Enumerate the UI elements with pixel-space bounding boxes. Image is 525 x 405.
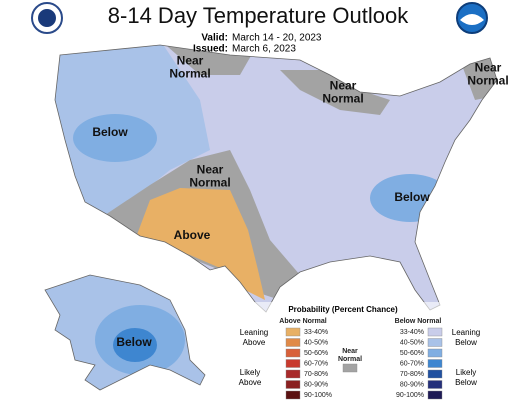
valid-dates: March 14 - 20, 2023 xyxy=(232,33,322,44)
legend-group: Leaning xyxy=(240,328,268,337)
map-label: Near xyxy=(197,163,224,177)
map-label: Normal xyxy=(467,74,508,88)
legend-above-header: Above Normal xyxy=(279,318,327,325)
map-label: Below xyxy=(116,335,152,349)
legend-swatch xyxy=(285,380,301,389)
alaska-outline xyxy=(44,274,206,391)
legend-swatch xyxy=(285,338,301,347)
legend-swatch xyxy=(285,359,301,368)
legend-range: 90-100% xyxy=(396,392,424,399)
map-label: Near xyxy=(177,54,204,68)
legend-group: Above xyxy=(243,338,266,347)
map-label: Above xyxy=(174,228,211,242)
legend-swatch xyxy=(427,327,443,337)
legend-swatch xyxy=(285,390,301,400)
legend-range: 50-60% xyxy=(304,350,328,357)
map-label: Normal xyxy=(322,92,363,106)
legend-near-header: Near xyxy=(342,348,358,355)
legend-near-header: Normal xyxy=(338,356,362,363)
legend-range: 70-80% xyxy=(400,371,424,378)
map-label: Normal xyxy=(189,176,230,190)
legend-swatch xyxy=(285,327,301,337)
map-label: Normal xyxy=(169,67,210,81)
alaska xyxy=(45,275,205,390)
legend-range: 40-50% xyxy=(304,339,328,346)
noaa-logo-bird xyxy=(460,14,484,25)
legend-near-swatch xyxy=(342,363,358,373)
legend-range: 50-60% xyxy=(400,350,424,357)
legend-swatch xyxy=(427,348,443,358)
legend-box xyxy=(240,302,465,402)
valid-label: Valid: xyxy=(201,33,228,44)
commerce-logo-inner xyxy=(38,9,56,27)
issued-date: March 6, 2023 xyxy=(232,44,296,55)
legend-swatch xyxy=(285,348,301,358)
legend-group: Below xyxy=(455,338,477,347)
legend-below-header: Below Normal xyxy=(395,318,442,325)
map-label: Near xyxy=(330,79,357,93)
issued-label: Issued: xyxy=(193,44,228,55)
legend-range: 80-90% xyxy=(400,381,424,388)
legend-swatch xyxy=(427,380,443,389)
legend-swatch xyxy=(427,338,443,347)
legend-range: 90-100% xyxy=(304,392,332,399)
map-label: Below xyxy=(92,125,128,139)
legend-range: 60-70% xyxy=(400,360,424,367)
legend-range: 70-80% xyxy=(304,371,328,378)
legend-group: Below xyxy=(455,378,477,387)
legend-range: 33-40% xyxy=(400,329,424,336)
legend-group: Above xyxy=(239,378,262,387)
legend-swatch xyxy=(427,369,443,379)
legend-range: 60-70% xyxy=(304,360,328,367)
legend-range: 33-40% xyxy=(304,329,328,336)
map-label: Below xyxy=(394,190,430,204)
legend-range: 40-50% xyxy=(400,339,424,346)
legend-title: Probability (Percent Chance) xyxy=(288,305,398,314)
legend-group: Likely xyxy=(240,368,260,377)
legend-group: Likely xyxy=(456,368,476,377)
legend-range: 80-90% xyxy=(304,381,328,388)
legend-group: Leaning xyxy=(452,328,480,337)
legend-swatch xyxy=(285,369,301,379)
title: 8-14 Day Temperature Outlook xyxy=(108,3,409,28)
map-label: Near xyxy=(475,61,502,75)
legend-swatch xyxy=(427,390,443,400)
legend-swatch xyxy=(427,359,443,368)
